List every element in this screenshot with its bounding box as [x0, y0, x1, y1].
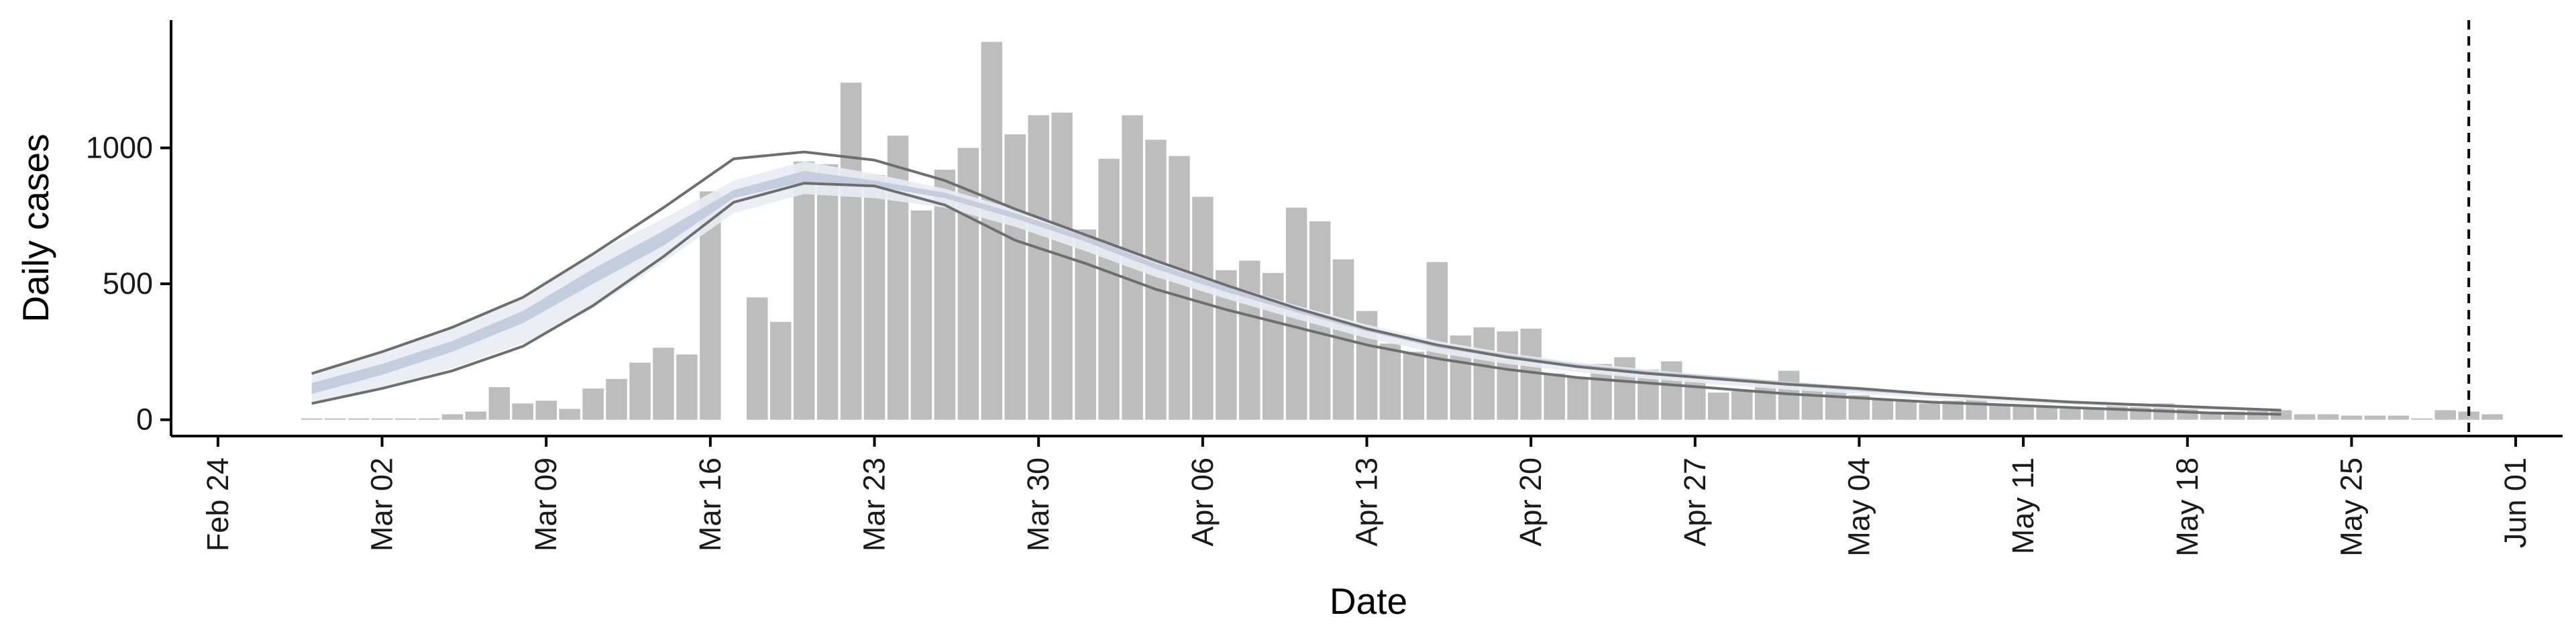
daily-case-bar: [1075, 229, 1096, 420]
daily-case-bar: [2294, 414, 2316, 420]
x-tick-label: May 25: [2334, 458, 2368, 557]
daily-case-bar: [582, 388, 604, 420]
daily-case-bar: [347, 418, 370, 420]
daily-case-bar: [1051, 112, 1073, 420]
daily-case-bar: [441, 414, 464, 420]
daily-case-bar: [2341, 415, 2363, 420]
estimate-band-upper-line: [311, 150, 2282, 412]
y-axis-ticks: 0 500 1000: [86, 131, 171, 437]
daily-case-bar: [1544, 373, 1565, 420]
bars-layer: [301, 42, 2503, 420]
daily-case-bar: [653, 347, 674, 420]
daily-case-bar: [1497, 331, 1518, 420]
daily-case-bar: [2481, 414, 2503, 420]
daily-case-bar: [465, 411, 487, 420]
daily-case-bar: [301, 418, 323, 420]
daily-case-bar: [629, 362, 651, 420]
x-tick-label: Jun 01: [2498, 458, 2532, 548]
y-axis-title: Daily cases: [15, 133, 56, 322]
daily-case-bar: [793, 161, 815, 420]
x-tick-label: Mar 02: [365, 458, 399, 551]
x-tick-label: May 18: [2170, 458, 2204, 557]
daily-case-bar: [2036, 407, 2057, 420]
x-tick-label: May 04: [1842, 458, 1876, 557]
x-axis-title: Date: [1330, 580, 1407, 622]
daily-case-bar: [1567, 377, 1589, 420]
daily-case-bar: [910, 210, 932, 420]
daily-case-bar: [1731, 391, 1753, 420]
x-axis-ticks: Feb 24 Mar 02 Mar 09 Mar 16 Mar 23 Mar 30 Apr …: [201, 436, 2532, 557]
daily-case-bar: [606, 378, 627, 420]
daily-case-bar: [488, 387, 511, 420]
x-tick-label: Feb 24: [201, 458, 235, 551]
daily-case-bar: [1895, 400, 1917, 420]
daily-case-bar: [1825, 390, 1847, 420]
daily-case-bar: [2434, 410, 2456, 420]
daily-case-bar: [1239, 260, 1260, 420]
daily-case-bar: [1661, 361, 1682, 420]
x-tick-label: Mar 30: [1021, 458, 1055, 551]
daily-case-bar: [2364, 415, 2386, 420]
daily-case-bar: [2270, 410, 2292, 420]
x-tick-label: Mar 16: [693, 458, 727, 551]
daily-case-bar: [1872, 399, 1894, 420]
daily-case-bar: [1145, 140, 1167, 420]
daily-case-bar: [559, 409, 580, 420]
x-tick-label: Apr 13: [1350, 458, 1384, 547]
daily-case-bar: [2411, 418, 2433, 420]
x-tick-label: Apr 20: [1513, 458, 1548, 547]
daily-case-bar: [2387, 415, 2410, 420]
daily-case-bar: [770, 321, 792, 420]
x-tick-label: May 11: [2006, 458, 2040, 554]
daily-case-bar: [2130, 405, 2151, 420]
daily-case-bar: [1192, 197, 1214, 420]
daily-case-bar: [1098, 158, 1120, 420]
estimate-band-lower-line: [311, 182, 2282, 416]
x-tick-label: Mar 09: [529, 458, 563, 551]
y-tick-label: 0: [136, 402, 153, 437]
daily-case-bar: [747, 297, 768, 420]
daily-case-bar: [676, 354, 698, 420]
daily-case-bar: [2106, 405, 2128, 420]
daily-case-bar: [1919, 403, 1941, 420]
y-tick-label: 500: [103, 266, 153, 301]
daily-case-bar: [324, 418, 346, 420]
daily-case-bar: [394, 418, 417, 420]
daily-case-bar: [371, 418, 393, 420]
daily-case-bar: [418, 418, 440, 420]
daily-case-bar: [1379, 343, 1401, 420]
x-tick-label: Apr 27: [1678, 458, 1712, 547]
x-tick-label: Apr 06: [1185, 458, 1220, 547]
daily-case-bar: [1263, 272, 1284, 420]
daily-case-bar: [2012, 405, 2034, 420]
daily-case-bar: [816, 164, 839, 420]
daily-case-bar: [535, 400, 557, 420]
daily-case-bar: [863, 175, 885, 420]
daily-case-bar: [2083, 409, 2104, 420]
daily-case-bar: [2317, 414, 2339, 420]
daily-case-bar: [1473, 327, 1495, 420]
daily-case-bar: [1966, 398, 1987, 420]
daily-case-bar: [512, 403, 533, 420]
daily-case-bar: [934, 169, 956, 420]
daily-case-bar: [1169, 156, 1190, 420]
daily-case-bar: [2059, 409, 2081, 420]
estimate-bands-layer: [311, 150, 2282, 416]
daily-case-bar: [1708, 392, 1729, 420]
y-tick-label: 1000: [86, 131, 153, 165]
daily-case-bar: [1004, 134, 1026, 420]
daily-case-bar: [840, 83, 862, 420]
x-tick-label: Mar 23: [857, 458, 892, 551]
daily-case-bar: [1989, 405, 2010, 420]
daily-case-bar: [1028, 115, 1049, 420]
daily-case-bar: [1403, 352, 1425, 420]
daily-case-bar: [1801, 387, 1823, 420]
